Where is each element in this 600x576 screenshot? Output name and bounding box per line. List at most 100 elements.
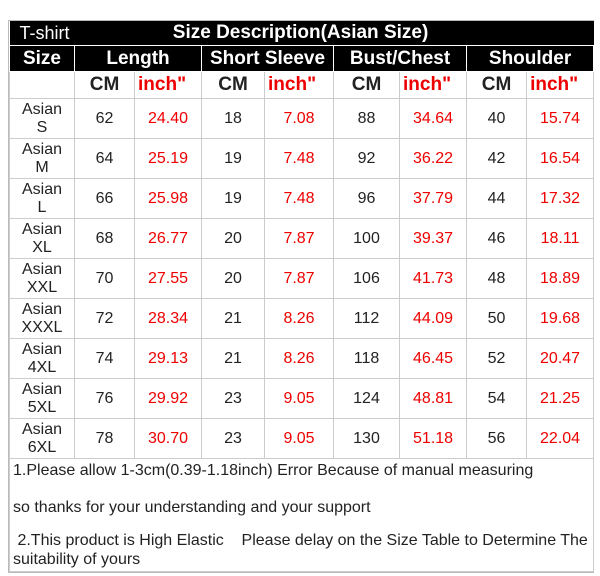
table-row: Asian XXXL 72 28.34 21 8.26 112 44.09 50 19.68 [9, 298, 595, 339]
shoulder-cm-cell: 52 [466, 338, 528, 379]
size-cell: Asian 6XL [9, 418, 75, 459]
table-row: Asian XL 68 26.77 20 7.87 100 39.37 46 18.11 [9, 218, 595, 259]
table-row: Asian 5XL 76 29.92 23 9.05 124 48.81 54 21.25 [9, 378, 595, 419]
sleeve-cm-cell: 19 [201, 138, 266, 179]
unit-row: CM inch" CM inch" CM inch" CM inch" [9, 71, 595, 99]
bust-cm-cell: 96 [333, 178, 401, 219]
shoulder-in-cell: 22.04 [526, 418, 595, 459]
unit-inch: inch" [264, 71, 335, 99]
bust-in-cell: 39.37 [399, 218, 468, 259]
header-size: Size [9, 45, 75, 72]
shoulder-in-cell: 19.68 [526, 298, 595, 339]
sleeve-in-cell: 7.08 [264, 98, 335, 139]
bust-cm-cell: 130 [333, 418, 401, 459]
unit-inch: inch" [134, 71, 203, 99]
length-cm-cell: 74 [73, 338, 136, 379]
shoulder-cm-cell: 44 [466, 178, 528, 219]
notes-row: 1.Please allow 1-3cm(0.39-1.18inch) Erro… [8, 458, 595, 572]
length-cm-cell: 70 [73, 258, 136, 299]
length-in-cell: 24.40 [134, 98, 203, 139]
size-prefix: Asian [21, 420, 63, 438]
shoulder-cm-cell: 46 [466, 218, 528, 259]
unit-cm: CM [201, 71, 266, 99]
bust-in-cell: 37.79 [399, 178, 468, 219]
size-cell: Asian 4XL [9, 338, 75, 379]
shoulder-in-cell: 15.74 [526, 98, 595, 139]
size-cell: Asian M [9, 138, 75, 179]
table-row: Asian 4XL 74 29.13 21 8.26 118 46.45 52 20.47 [9, 338, 595, 379]
shoulder-in-cell: 18.89 [526, 258, 595, 299]
sleeve-in-cell: 9.05 [264, 418, 335, 459]
product-label: T-shirt [9, 21, 135, 46]
size-cell: Asian S [9, 98, 75, 139]
unit-cm: CM [333, 71, 401, 99]
size-prefix: Asian [21, 140, 63, 158]
length-cm-cell: 68 [73, 218, 136, 259]
size-prefix: Asian [21, 180, 63, 198]
sleeve-in-cell: 9.05 [264, 378, 335, 419]
bust-cm-cell: 118 [333, 338, 401, 379]
header-bust: Bust/Chest [333, 45, 468, 72]
table-row: Asian 6XL 78 30.70 23 9.05 130 51.18 56 22.04 [9, 418, 595, 459]
size-prefix: Asian [21, 300, 63, 318]
size-label: 6XL [27, 438, 57, 456]
sleeve-in-cell: 8.26 [264, 338, 335, 379]
size-label: 5XL [27, 398, 57, 416]
size-table: T-shirt Size Description(Asian Size) Siz… [8, 21, 595, 572]
sleeve-in-cell: 8.26 [264, 298, 335, 339]
bust-in-cell: 46.45 [399, 338, 468, 379]
size-chart: T-shirt Size Description(Asian Size) Siz… [8, 20, 595, 573]
size-prefix: Asian [21, 260, 63, 278]
bust-in-cell: 51.18 [399, 418, 468, 459]
size-prefix: Asian [21, 220, 63, 238]
size-label: 4XL [27, 358, 57, 376]
note-2: so thanks for your understanding and you… [13, 499, 371, 516]
size-label: XXL [26, 278, 58, 296]
sleeve-cm-cell: 21 [201, 298, 266, 339]
size-label: XL [32, 238, 52, 256]
bust-cm-cell: 100 [333, 218, 401, 259]
shoulder-in-cell: 18.11 [526, 218, 595, 259]
size-prefix: Asian [21, 380, 63, 398]
header-row: Size Length Short Sleeve Bust/Chest Shou… [9, 45, 595, 72]
note-3: 2.This product is High Elastic Please de… [13, 532, 593, 568]
sleeve-cm-cell: 20 [201, 218, 266, 259]
size-label: S [36, 118, 48, 136]
sleeve-cm-cell: 21 [201, 338, 266, 379]
sleeve-cm-cell: 18 [201, 98, 266, 139]
shoulder-in-cell: 16.54 [526, 138, 595, 179]
size-prefix: Asian [21, 100, 63, 118]
length-in-cell: 26.77 [134, 218, 203, 259]
bust-in-cell: 34.64 [399, 98, 468, 139]
bust-in-cell: 41.73 [399, 258, 468, 299]
sleeve-cm-cell: 23 [201, 418, 266, 459]
sleeve-in-cell: 7.48 [264, 178, 335, 219]
size-cell: Asian XXL [9, 258, 75, 299]
unit-inch: inch" [526, 71, 595, 99]
header-length: Length [73, 45, 203, 72]
shoulder-cm-cell: 48 [466, 258, 528, 299]
sleeve-cm-cell: 20 [201, 258, 266, 299]
shoulder-in-cell: 17.32 [526, 178, 595, 219]
table-row: Asian XXL 70 27.55 20 7.87 106 41.73 48 18.89 [9, 258, 595, 299]
shoulder-cm-cell: 54 [466, 378, 528, 419]
table-row: Asian L 66 25.98 19 7.48 96 37.79 44 17.32 [9, 178, 595, 219]
sleeve-in-cell: 7.48 [264, 138, 335, 179]
size-cell: Asian 5XL [9, 378, 75, 419]
size-cell: Asian XL [9, 218, 75, 259]
length-in-cell: 28.34 [134, 298, 203, 339]
title-row: T-shirt Size Description(Asian Size) [9, 21, 594, 46]
length-cm-cell: 78 [73, 418, 136, 459]
length-cm-cell: 66 [73, 178, 136, 219]
bust-in-cell: 44.09 [399, 298, 468, 339]
bust-in-cell: 48.81 [399, 378, 468, 419]
size-cell: Asian L [9, 178, 75, 219]
length-in-cell: 29.13 [134, 338, 203, 379]
length-in-cell: 25.98 [134, 178, 203, 219]
length-cm-cell: 76 [73, 378, 136, 419]
bust-cm-cell: 112 [333, 298, 401, 339]
shoulder-cm-cell: 40 [466, 98, 528, 139]
shoulder-cm-cell: 42 [466, 138, 528, 179]
sleeve-in-cell: 7.87 [264, 218, 335, 259]
length-in-cell: 25.19 [134, 138, 203, 179]
